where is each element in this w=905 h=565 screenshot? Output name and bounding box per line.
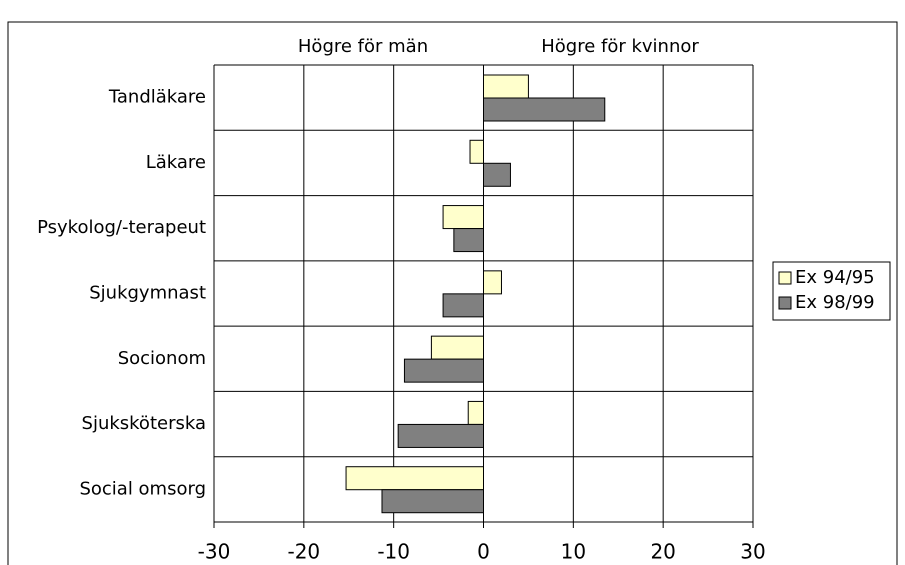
legend-label: Ex 94/95 bbox=[795, 267, 875, 288]
legend-box bbox=[772, 261, 891, 321]
legend-label: Ex 98/99 bbox=[795, 292, 875, 313]
y-tick-label: Läkare bbox=[146, 152, 206, 173]
bar bbox=[483, 74, 529, 99]
bar bbox=[442, 293, 485, 318]
bar bbox=[345, 466, 484, 491]
x-tick-label: 30 bbox=[740, 540, 765, 564]
x-tick-label: 10 bbox=[561, 540, 586, 564]
bar bbox=[469, 139, 484, 164]
bar bbox=[397, 423, 484, 448]
bar bbox=[430, 335, 484, 360]
x-tick-label: 20 bbox=[650, 540, 675, 564]
x-tick-label: -10 bbox=[377, 540, 410, 564]
bar bbox=[467, 400, 484, 425]
x-tick-label: 0 bbox=[477, 540, 490, 564]
bar bbox=[442, 205, 485, 230]
bar bbox=[483, 97, 606, 122]
bar bbox=[483, 162, 511, 187]
x-tick-label: -30 bbox=[198, 540, 231, 564]
bar bbox=[483, 270, 502, 295]
bar bbox=[381, 489, 485, 514]
y-tick-label: Sjukgymnast bbox=[89, 283, 206, 304]
legend-swatch bbox=[778, 296, 792, 310]
annotation: Högre för män bbox=[298, 36, 428, 57]
x-tick-label: -20 bbox=[287, 540, 320, 564]
bar bbox=[453, 228, 485, 253]
bar bbox=[403, 358, 484, 383]
annotation: Högre för kvinnor bbox=[541, 36, 699, 57]
y-tick-label: Psykolog/-terapeut bbox=[37, 217, 206, 238]
chart-frame bbox=[7, 21, 898, 565]
y-tick-label: Social omsorg bbox=[79, 478, 206, 499]
y-tick-label: Sjuksköterska bbox=[82, 413, 206, 434]
legend-swatch bbox=[778, 271, 792, 285]
y-tick-label: Socionom bbox=[118, 348, 206, 369]
y-tick-label: Tandläkare bbox=[108, 87, 206, 108]
